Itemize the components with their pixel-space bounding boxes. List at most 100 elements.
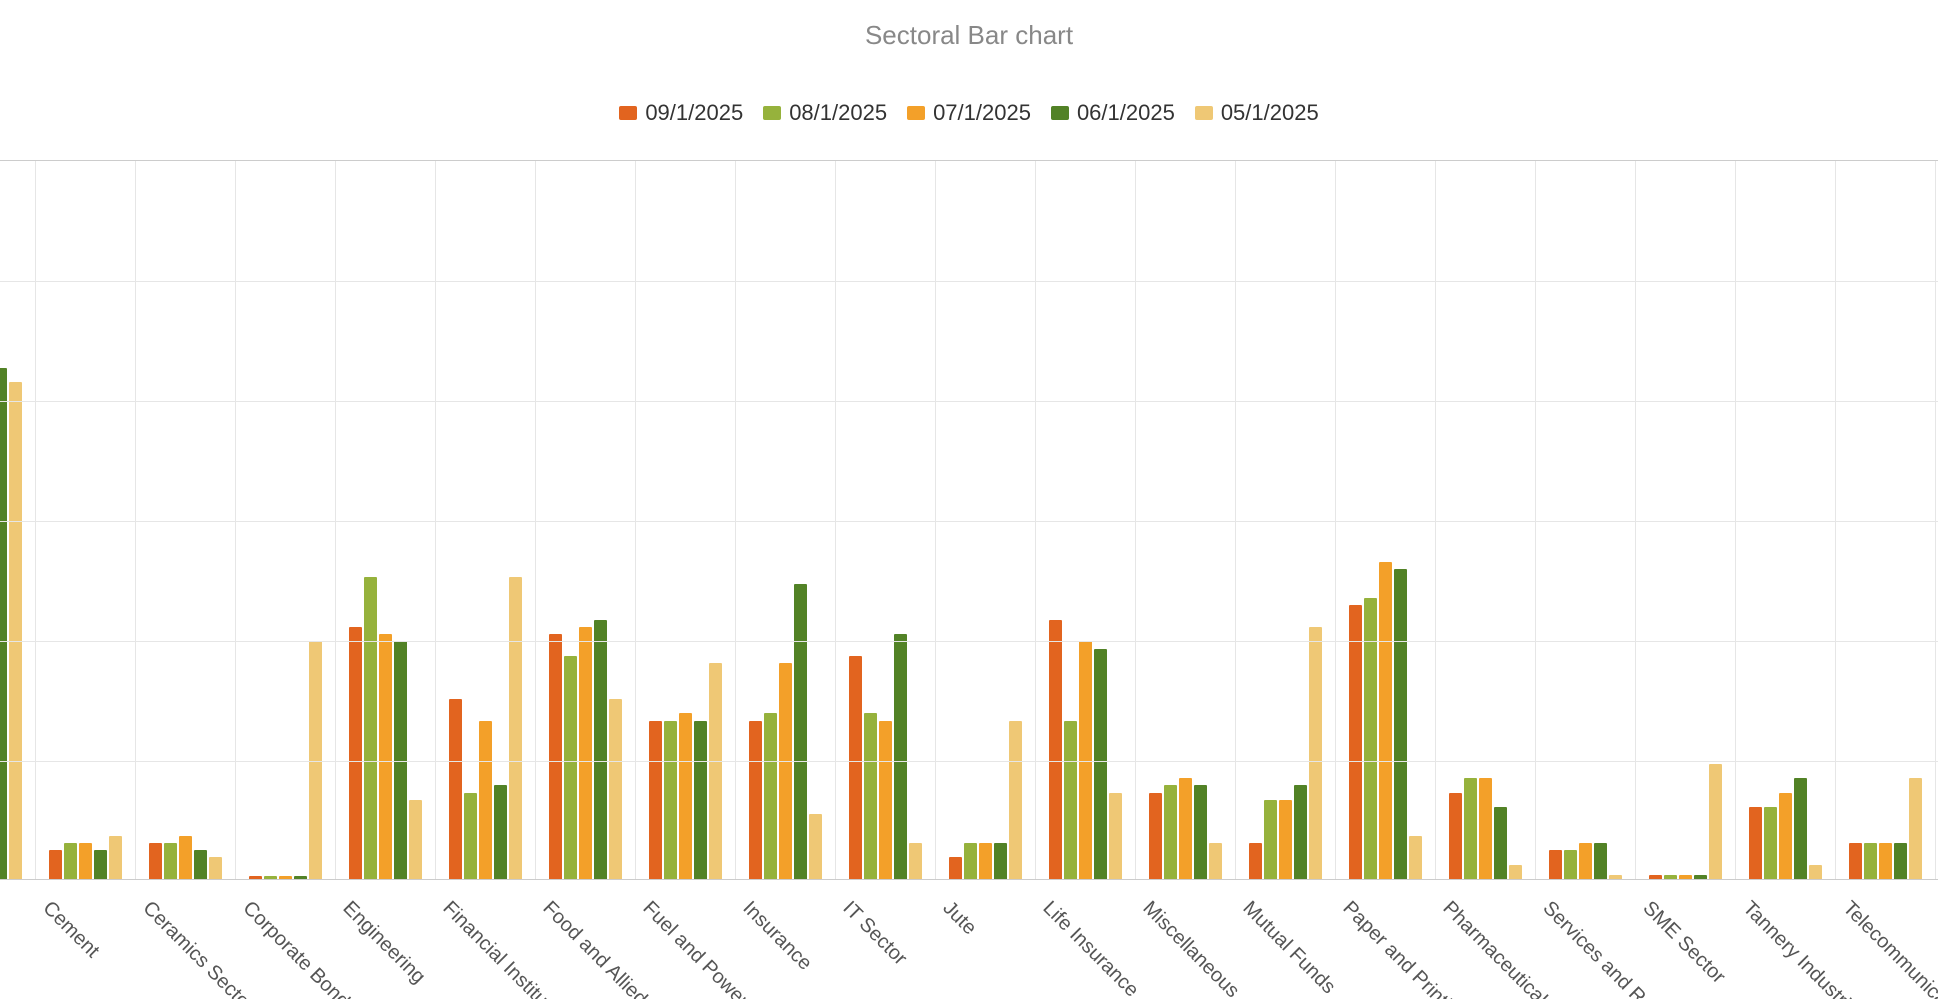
bar[interactable]	[964, 843, 977, 879]
bar[interactable]	[1894, 843, 1907, 879]
bar[interactable]	[249, 876, 262, 879]
bar[interactable]	[509, 577, 522, 879]
bar[interactable]	[709, 663, 722, 879]
bar[interactable]	[1879, 843, 1892, 879]
bar[interactable]	[1649, 875, 1662, 879]
legend-item[interactable]: 09/1/2025	[619, 100, 743, 126]
bar[interactable]	[379, 634, 392, 879]
bar[interactable]	[1094, 649, 1107, 879]
bar[interactable]	[864, 713, 877, 879]
bar[interactable]	[1609, 875, 1622, 879]
bar[interactable]	[1194, 785, 1207, 879]
bar[interactable]	[1179, 778, 1192, 879]
bar[interactable]	[894, 634, 907, 879]
bar[interactable]	[1349, 605, 1362, 879]
bar[interactable]	[0, 368, 7, 879]
bar[interactable]	[279, 876, 292, 879]
bar[interactable]	[1694, 875, 1707, 879]
bar[interactable]	[1594, 843, 1607, 879]
bar[interactable]	[1564, 850, 1577, 879]
bar[interactable]	[1794, 778, 1807, 879]
bar[interactable]	[464, 793, 477, 879]
bar[interactable]	[209, 857, 222, 879]
bar[interactable]	[1864, 843, 1877, 879]
legend-item[interactable]: 05/1/2025	[1195, 100, 1319, 126]
bar[interactable]	[94, 850, 107, 879]
bar[interactable]	[179, 836, 192, 879]
bar[interactable]	[194, 850, 207, 879]
bar[interactable]	[494, 785, 507, 879]
bar[interactable]	[849, 656, 862, 879]
bar[interactable]	[1149, 793, 1162, 879]
bar[interactable]	[109, 836, 122, 879]
bar[interactable]	[1264, 800, 1277, 879]
bar[interactable]	[1749, 807, 1762, 879]
bar[interactable]	[579, 627, 592, 879]
bar[interactable]	[9, 382, 22, 879]
bar[interactable]	[1764, 807, 1777, 879]
bar[interactable]	[1679, 875, 1692, 879]
bar[interactable]	[809, 814, 822, 879]
bar[interactable]	[1479, 778, 1492, 879]
bar[interactable]	[1709, 764, 1722, 879]
legend-item[interactable]: 07/1/2025	[907, 100, 1031, 126]
bar[interactable]	[264, 876, 277, 879]
bar[interactable]	[1579, 843, 1592, 879]
bar[interactable]	[1209, 843, 1222, 879]
bar[interactable]	[1664, 875, 1677, 879]
bar[interactable]	[479, 721, 492, 879]
bar[interactable]	[1249, 843, 1262, 879]
bar[interactable]	[1379, 562, 1392, 879]
bar[interactable]	[164, 843, 177, 879]
bar[interactable]	[764, 713, 777, 879]
bar[interactable]	[779, 663, 792, 879]
bar[interactable]	[409, 800, 422, 879]
bar[interactable]	[364, 577, 377, 879]
bar[interactable]	[1294, 785, 1307, 879]
bar[interactable]	[294, 876, 307, 879]
bar[interactable]	[794, 584, 807, 879]
bar[interactable]	[349, 627, 362, 879]
bar[interactable]	[664, 721, 677, 879]
bar[interactable]	[49, 850, 62, 879]
bar[interactable]	[449, 699, 462, 879]
bar[interactable]	[1049, 620, 1062, 879]
bar[interactable]	[1064, 721, 1077, 879]
bar[interactable]	[949, 857, 962, 879]
bar[interactable]	[979, 843, 992, 879]
bar[interactable]	[694, 721, 707, 879]
bar[interactable]	[594, 620, 607, 879]
bar[interactable]	[149, 843, 162, 879]
bar[interactable]	[1909, 778, 1922, 879]
bar[interactable]	[609, 699, 622, 879]
bar[interactable]	[1449, 793, 1462, 879]
bar[interactable]	[909, 843, 922, 879]
bar[interactable]	[1779, 793, 1792, 879]
bar-group	[940, 161, 1030, 879]
bar[interactable]	[679, 713, 692, 879]
x-axis-label: Food and Allied	[537, 897, 651, 999]
bar[interactable]	[564, 656, 577, 879]
bar[interactable]	[1809, 865, 1822, 879]
bar[interactable]	[1464, 778, 1477, 879]
legend-item[interactable]: 08/1/2025	[763, 100, 887, 126]
bar[interactable]	[994, 843, 1007, 879]
bar[interactable]	[749, 721, 762, 879]
bar[interactable]	[879, 721, 892, 879]
bar[interactable]	[1509, 865, 1522, 879]
bar[interactable]	[1849, 843, 1862, 879]
bar[interactable]	[1409, 836, 1422, 879]
bar[interactable]	[649, 721, 662, 879]
legend-item[interactable]: 06/1/2025	[1051, 100, 1175, 126]
bar[interactable]	[1279, 800, 1292, 879]
bar[interactable]	[1549, 850, 1562, 879]
bar[interactable]	[1009, 721, 1022, 879]
bar[interactable]	[1109, 793, 1122, 879]
bar[interactable]	[1164, 785, 1177, 879]
bar[interactable]	[549, 634, 562, 879]
bar[interactable]	[1309, 627, 1322, 879]
bar[interactable]	[1394, 569, 1407, 879]
bar[interactable]	[64, 843, 77, 879]
bar[interactable]	[1494, 807, 1507, 879]
bar[interactable]	[79, 843, 92, 879]
